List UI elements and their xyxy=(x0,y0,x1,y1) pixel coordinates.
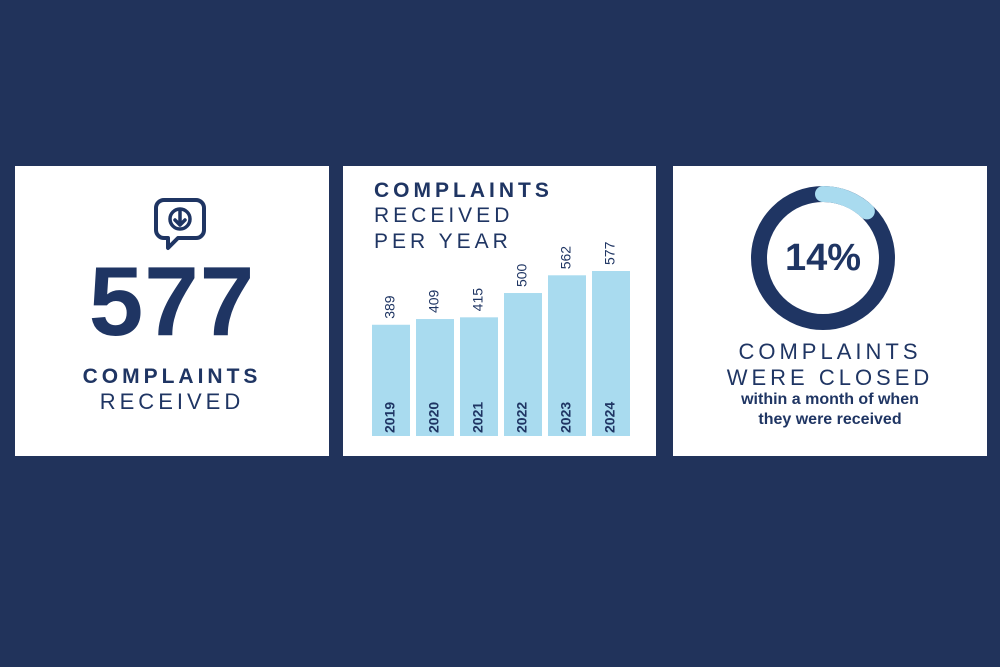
category-label-2022: 2022 xyxy=(514,402,530,433)
value-label-2019: 389 xyxy=(382,295,398,319)
closed-percent-value: 14% xyxy=(784,236,862,279)
bar-2023 xyxy=(548,275,586,436)
closed-label-line2: WERE CLOSED xyxy=(726,365,934,390)
complaints-per-year-card: COMPLAINTS RECEIVED PER YEAR 389 2019 409 2… xyxy=(343,166,656,456)
complaints-total-card: 577 COMPLAINTS RECEIVED xyxy=(15,166,329,456)
value-label-2022: 500 xyxy=(514,263,530,287)
chart-title-line3: PER YEAR xyxy=(374,230,512,253)
total-complaints-label-line2: RECEIVED xyxy=(99,389,245,414)
chart-title-line2: RECEIVED xyxy=(374,204,514,227)
value-label-2023: 562 xyxy=(558,246,574,270)
bar-2022 xyxy=(504,293,542,436)
bar-2021 xyxy=(460,317,498,436)
chart-title-line1: COMPLAINTS xyxy=(374,179,553,202)
closed-sublabel-line1: within a month of when xyxy=(741,391,919,408)
closed-percent-donut xyxy=(751,186,895,330)
speech-bubble-download-icon xyxy=(154,198,206,250)
category-label-2021: 2021 xyxy=(470,402,486,433)
bar-2024 xyxy=(592,271,630,436)
closed-within-month-card: 14% COMPLAINTS WERE CLOSED within a mont… xyxy=(673,166,987,456)
bar-2019 xyxy=(372,324,410,436)
category-label-2023: 2023 xyxy=(558,402,574,433)
total-complaints-number: 577 xyxy=(88,246,256,356)
donut-highlight-arc xyxy=(751,186,895,330)
value-label-2020: 409 xyxy=(426,289,442,313)
closed-sublabel-line2: they were received xyxy=(758,411,902,428)
category-label-2024: 2024 xyxy=(602,402,618,433)
complaints-bar-chart: 389 2019 409 2020 415 2021 500 2022 562 2023 577 20… xyxy=(372,241,630,436)
value-label-2021: 415 xyxy=(470,288,486,312)
category-label-2020: 2020 xyxy=(426,402,442,433)
bar-2020 xyxy=(416,319,454,436)
value-label-2024: 577 xyxy=(602,241,618,265)
total-complaints-label-line1: COMPLAINTS xyxy=(82,365,262,388)
closed-label-line1: COMPLAINTS xyxy=(738,339,922,364)
category-label-2019: 2019 xyxy=(382,402,398,433)
